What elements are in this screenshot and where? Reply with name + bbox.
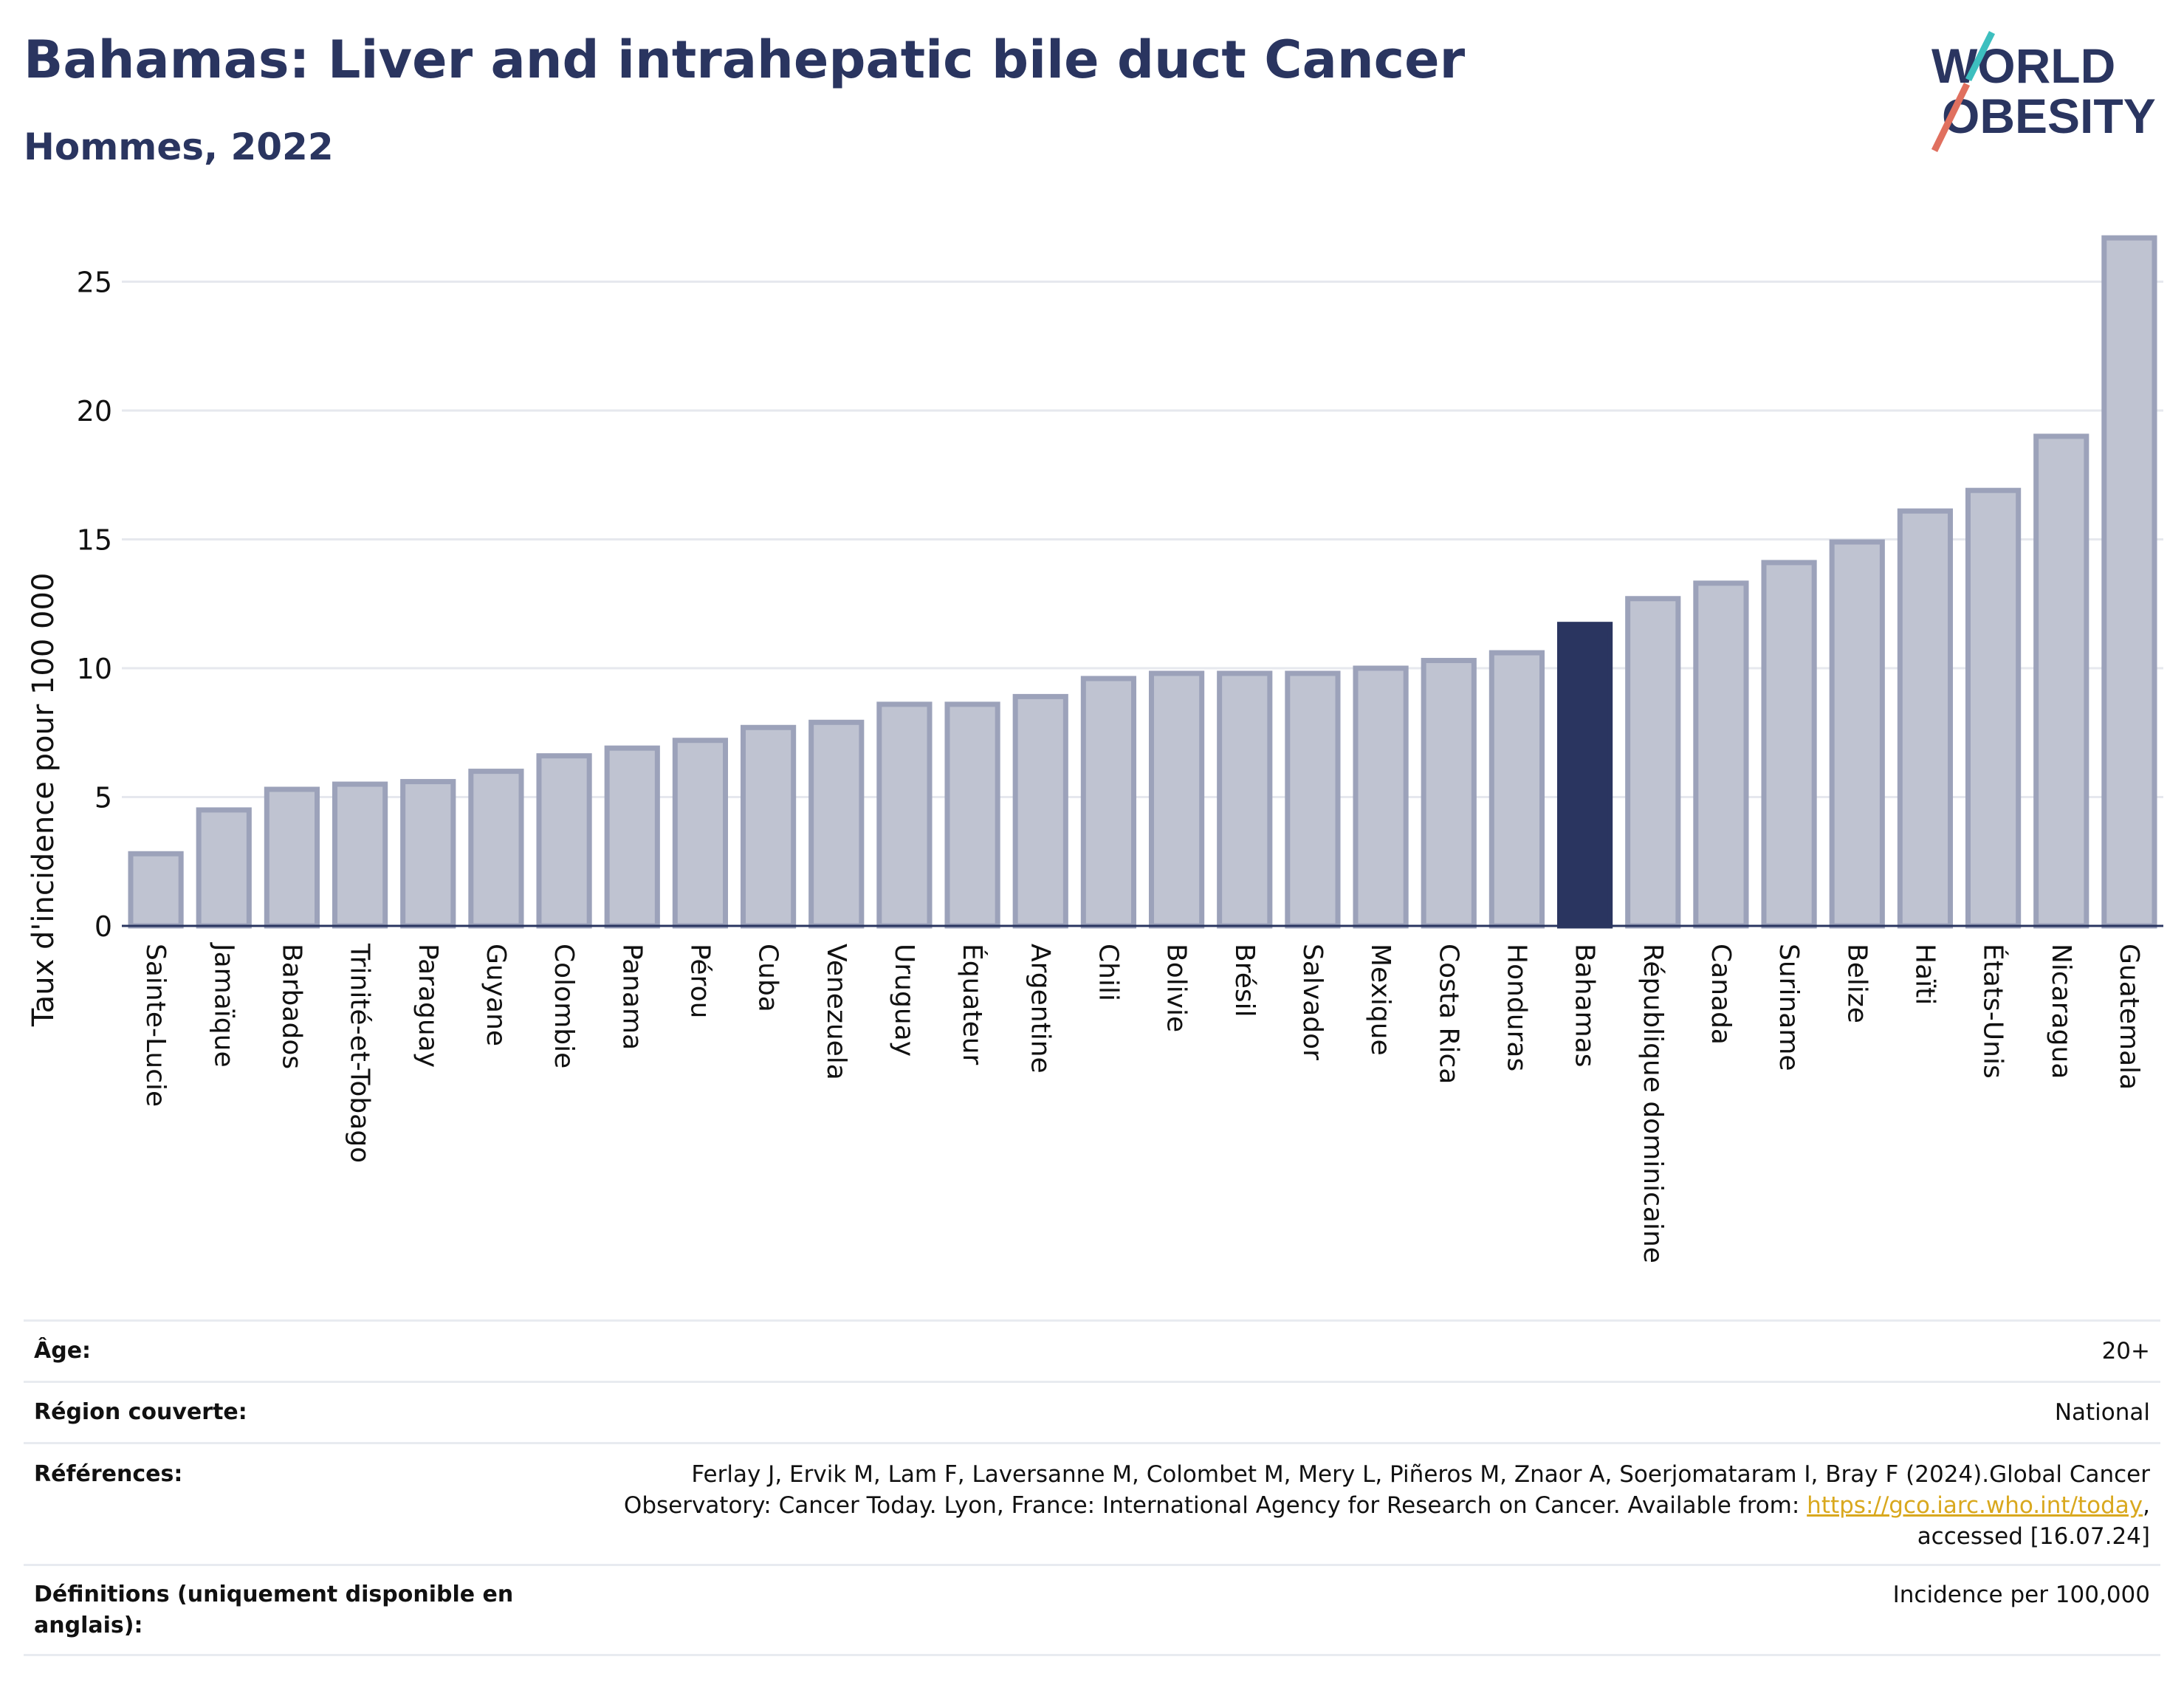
definitions-label: Définitions (uniquement disponible en an… xyxy=(34,1582,514,1638)
bar-jama-que xyxy=(196,807,252,929)
bar-chart: 0 5 10 15 20 25 Sainte-Lucie Jamaïque Barbados T… xyxy=(27,235,2163,1263)
region-label: Région couverte: xyxy=(34,1399,247,1425)
age-value: 20+ xyxy=(2101,1338,2150,1364)
bar-honduras xyxy=(1488,650,1545,929)
x-tick-label: Guatemala xyxy=(2114,944,2144,1090)
x-tick-label: Costa Rica xyxy=(1433,944,1463,1084)
reference-line-3: accessed [16.07.24] xyxy=(1917,1523,2150,1550)
y-tick-label: 0 xyxy=(95,910,112,943)
bar-belize xyxy=(1829,539,1885,929)
bar-chili xyxy=(1080,676,1137,929)
references-label: Références: xyxy=(34,1461,183,1487)
y-tick-label: 5 xyxy=(95,782,112,814)
info-table: Âge: 20+ Région couverte: National Référ… xyxy=(24,1319,2160,1656)
x-tick-label: Mexique xyxy=(1365,944,1395,1056)
y-tick-label: 15 xyxy=(77,524,112,557)
bar-canada xyxy=(1693,580,1749,929)
reference-line-2-end: , xyxy=(2143,1492,2150,1519)
bar-r-publique-dominicaine xyxy=(1625,596,1681,929)
x-tick-label: Sainte-Lucie xyxy=(140,944,171,1107)
x-tick-label: États-Unis xyxy=(1978,944,2009,1079)
bar-mexique xyxy=(1353,665,1409,929)
x-tick-label: Pérou xyxy=(684,944,715,1018)
bar-uruguay xyxy=(876,701,933,929)
bar-ha-ti xyxy=(1897,508,1954,929)
info-row-references: Références: Ferlay J, Ervik M, Lam F, La… xyxy=(24,1442,2160,1564)
bar-br-sil xyxy=(1217,670,1273,929)
references-value: Ferlay J, Ervik M, Lam F, Laversanne M, … xyxy=(624,1459,2150,1552)
x-tick-label: République dominicaine xyxy=(1638,944,1668,1263)
x-tick-label: Argentine xyxy=(1025,944,1055,1074)
x-tick-label: Haïti xyxy=(1909,944,1940,1005)
x-tick-label: Venezuela xyxy=(821,944,851,1080)
x-tick-label: Trinité-et-Tobago xyxy=(345,943,375,1163)
reference-line-2: Observatory: Cancer Today. Lyon, France:… xyxy=(624,1490,2150,1521)
info-row-age: Âge: 20+ xyxy=(24,1319,2160,1381)
bar-suriname xyxy=(1761,560,1817,929)
x-tick-label: Brésil xyxy=(1229,944,1260,1017)
bar-guatemala xyxy=(2101,235,2157,929)
x-tick-label: Colombie xyxy=(549,944,579,1068)
bar-costa-rica xyxy=(1421,658,1477,929)
world-obesity-logo: WORLD OBESITY xyxy=(1931,30,2156,152)
x-tick-label: Salvador xyxy=(1297,944,1328,1060)
bar-bahamas xyxy=(1556,622,1613,929)
definitions-value: Incidence per 100,000 xyxy=(1892,1582,2150,1608)
bar-venezuela xyxy=(808,719,865,929)
bar-panama xyxy=(604,745,660,929)
x-tick-label: Chili xyxy=(1093,944,1123,1001)
info-row-definitions: Définitions (uniquement disponible en an… xyxy=(24,1564,2160,1656)
x-tick-label: Cuba xyxy=(753,944,783,1012)
bar--tats-unis xyxy=(1965,487,2022,929)
x-tick-label: Belize xyxy=(1841,944,1872,1023)
x-tick-label: Uruguay xyxy=(889,944,919,1057)
x-tick-label: Paraguay xyxy=(413,944,443,1068)
x-tick-label: Panama xyxy=(617,944,647,1050)
x-tick-label: Barbados xyxy=(276,944,306,1069)
bar-salvador xyxy=(1285,670,1341,929)
bar-paraguay xyxy=(400,779,456,929)
y-axis-ticks: 0 5 10 15 20 25 xyxy=(77,267,112,944)
bar-barbados xyxy=(264,786,320,929)
svg-text:OBESITY: OBESITY xyxy=(1942,89,2156,143)
bar-sainte-lucie xyxy=(128,851,184,929)
bar-p-rou xyxy=(672,738,729,929)
bar-bolivie xyxy=(1148,670,1205,929)
reference-line-1: Ferlay J, Ervik M, Lam F, Laversanne M, … xyxy=(691,1461,2150,1488)
x-tick-label: Guyane xyxy=(481,944,511,1046)
x-tick-label: Nicaragua xyxy=(2046,944,2076,1079)
y-tick-label: 25 xyxy=(77,267,112,299)
reference-line-2-text: Observatory: Cancer Today. Lyon, France:… xyxy=(623,1492,1807,1519)
x-tick-label: Bolivie xyxy=(1161,944,1192,1032)
x-tick-label: Bahamas xyxy=(1570,944,1600,1068)
svg-text:WORLD: WORLD xyxy=(1931,38,2115,93)
bar-guyane xyxy=(468,769,524,929)
bar-trinit-et-tobago xyxy=(332,781,388,929)
x-tick-label: Suriname xyxy=(1773,944,1804,1071)
bar-argentine xyxy=(1012,693,1068,929)
bar--quateur xyxy=(944,701,1000,929)
bar-colombie xyxy=(536,753,592,929)
y-axis-label: Taux d'incidence pour 100 000 xyxy=(27,573,61,1027)
region-value: National xyxy=(2054,1399,2150,1426)
bars xyxy=(128,235,2157,929)
x-tick-label: Canada xyxy=(1706,944,1736,1045)
reference-link[interactable]: https://gco.iarc.who.int/today xyxy=(1807,1492,2143,1519)
y-tick-label: 10 xyxy=(77,653,112,685)
grid-lines xyxy=(122,281,2163,798)
x-axis-labels: Sainte-Lucie Jamaïque Barbados Trinité-et-T… xyxy=(140,942,2144,1263)
x-tick-label: Équateur xyxy=(957,944,988,1065)
page-title: Bahamas: Liver and intrahepatic bile duc… xyxy=(24,30,1466,90)
y-tick-label: 20 xyxy=(77,395,112,428)
bar-nicaragua xyxy=(2033,433,2089,929)
info-row-region: Région couverte: National xyxy=(24,1381,2160,1442)
age-label: Âge: xyxy=(34,1338,92,1364)
page-subtitle: Hommes, 2022 xyxy=(24,126,334,168)
x-tick-label: Jamaïque xyxy=(208,942,238,1068)
x-tick-label: Honduras xyxy=(1501,944,1531,1071)
bar-cuba xyxy=(740,724,797,929)
